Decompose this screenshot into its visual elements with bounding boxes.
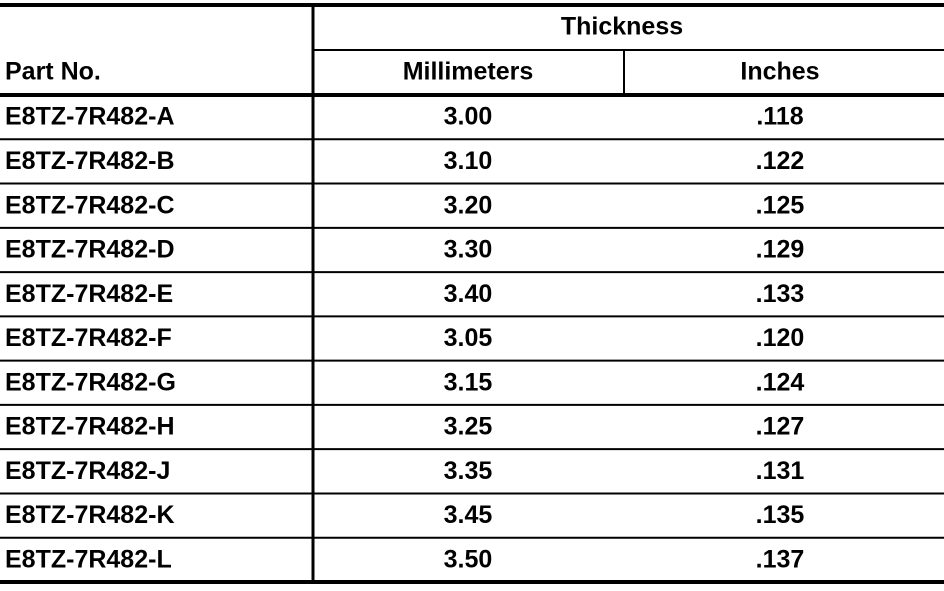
thickness-in: .131 [756,457,805,485]
thickness-in: .127 [756,413,805,441]
column-header: Millimeters [403,58,534,86]
part-number: E8TZ-7R482-D [5,236,175,264]
thickness-mm: 3.30 [444,236,493,264]
part-number: E8TZ-7R482-K [5,501,175,529]
thickness-in: .137 [756,545,805,573]
part-number: E8TZ-7R482-B [5,147,175,175]
thickness-mm: 3.20 [444,191,493,219]
thickness-mm: 3.50 [444,545,493,573]
thickness-in: .122 [756,147,805,175]
thickness-in: .120 [756,324,805,352]
thickness-in: .124 [756,368,805,396]
thickness-in: .135 [756,501,805,529]
thickness-mm: 3.00 [444,103,493,131]
thickness-mm: 3.15 [444,368,493,396]
thickness-mm: 3.25 [444,413,493,441]
part-number: E8TZ-7R482-H [5,413,175,441]
thickness-in: .133 [756,280,805,308]
part-number: E8TZ-7R482-C [5,191,175,219]
part-number: E8TZ-7R482-F [5,324,172,352]
group-header: Thickness [561,13,683,41]
thickness-in: .118 [756,103,803,131]
part-number: E8TZ-7R482-G [5,368,176,396]
column-header: Inches [740,58,819,86]
column-header: Part No. [5,58,101,86]
part-number: E8TZ-7R482-J [5,457,170,485]
thickness-mm: 3.35 [444,457,493,485]
thickness-mm: 3.45 [444,501,493,529]
part-number: E8TZ-7R482-L [5,545,172,573]
thickness-in: .125 [756,191,805,219]
thickness-mm: 3.40 [444,280,493,308]
part-number: E8TZ-7R482-A [5,103,175,131]
part-number: E8TZ-7R482-E [5,280,173,308]
thickness-in: .129 [756,236,805,264]
thickness-mm: 3.10 [444,147,493,175]
thickness-mm: 3.05 [444,324,493,352]
